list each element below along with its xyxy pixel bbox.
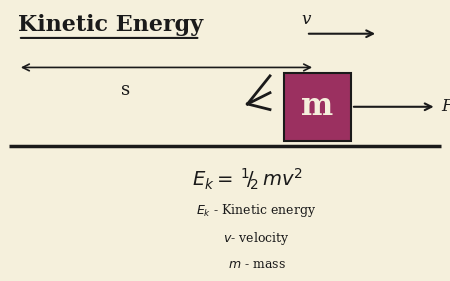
Text: $E_k$ - Kinetic energy: $E_k$ - Kinetic energy (197, 202, 316, 219)
Bar (284, 73, 351, 140)
Text: s: s (122, 81, 130, 99)
Text: $E_k = \,^1\!/\!_2\,mv^2$: $E_k = \,^1\!/\!_2\,mv^2$ (192, 167, 303, 192)
Text: F: F (441, 98, 450, 115)
Text: m: m (301, 91, 333, 122)
Text: $m$ - mass: $m$ - mass (228, 258, 285, 271)
Text: v: v (302, 11, 311, 28)
Text: Kinetic Energy: Kinetic Energy (18, 14, 203, 36)
Text: $v$- velocity: $v$- velocity (223, 230, 290, 247)
